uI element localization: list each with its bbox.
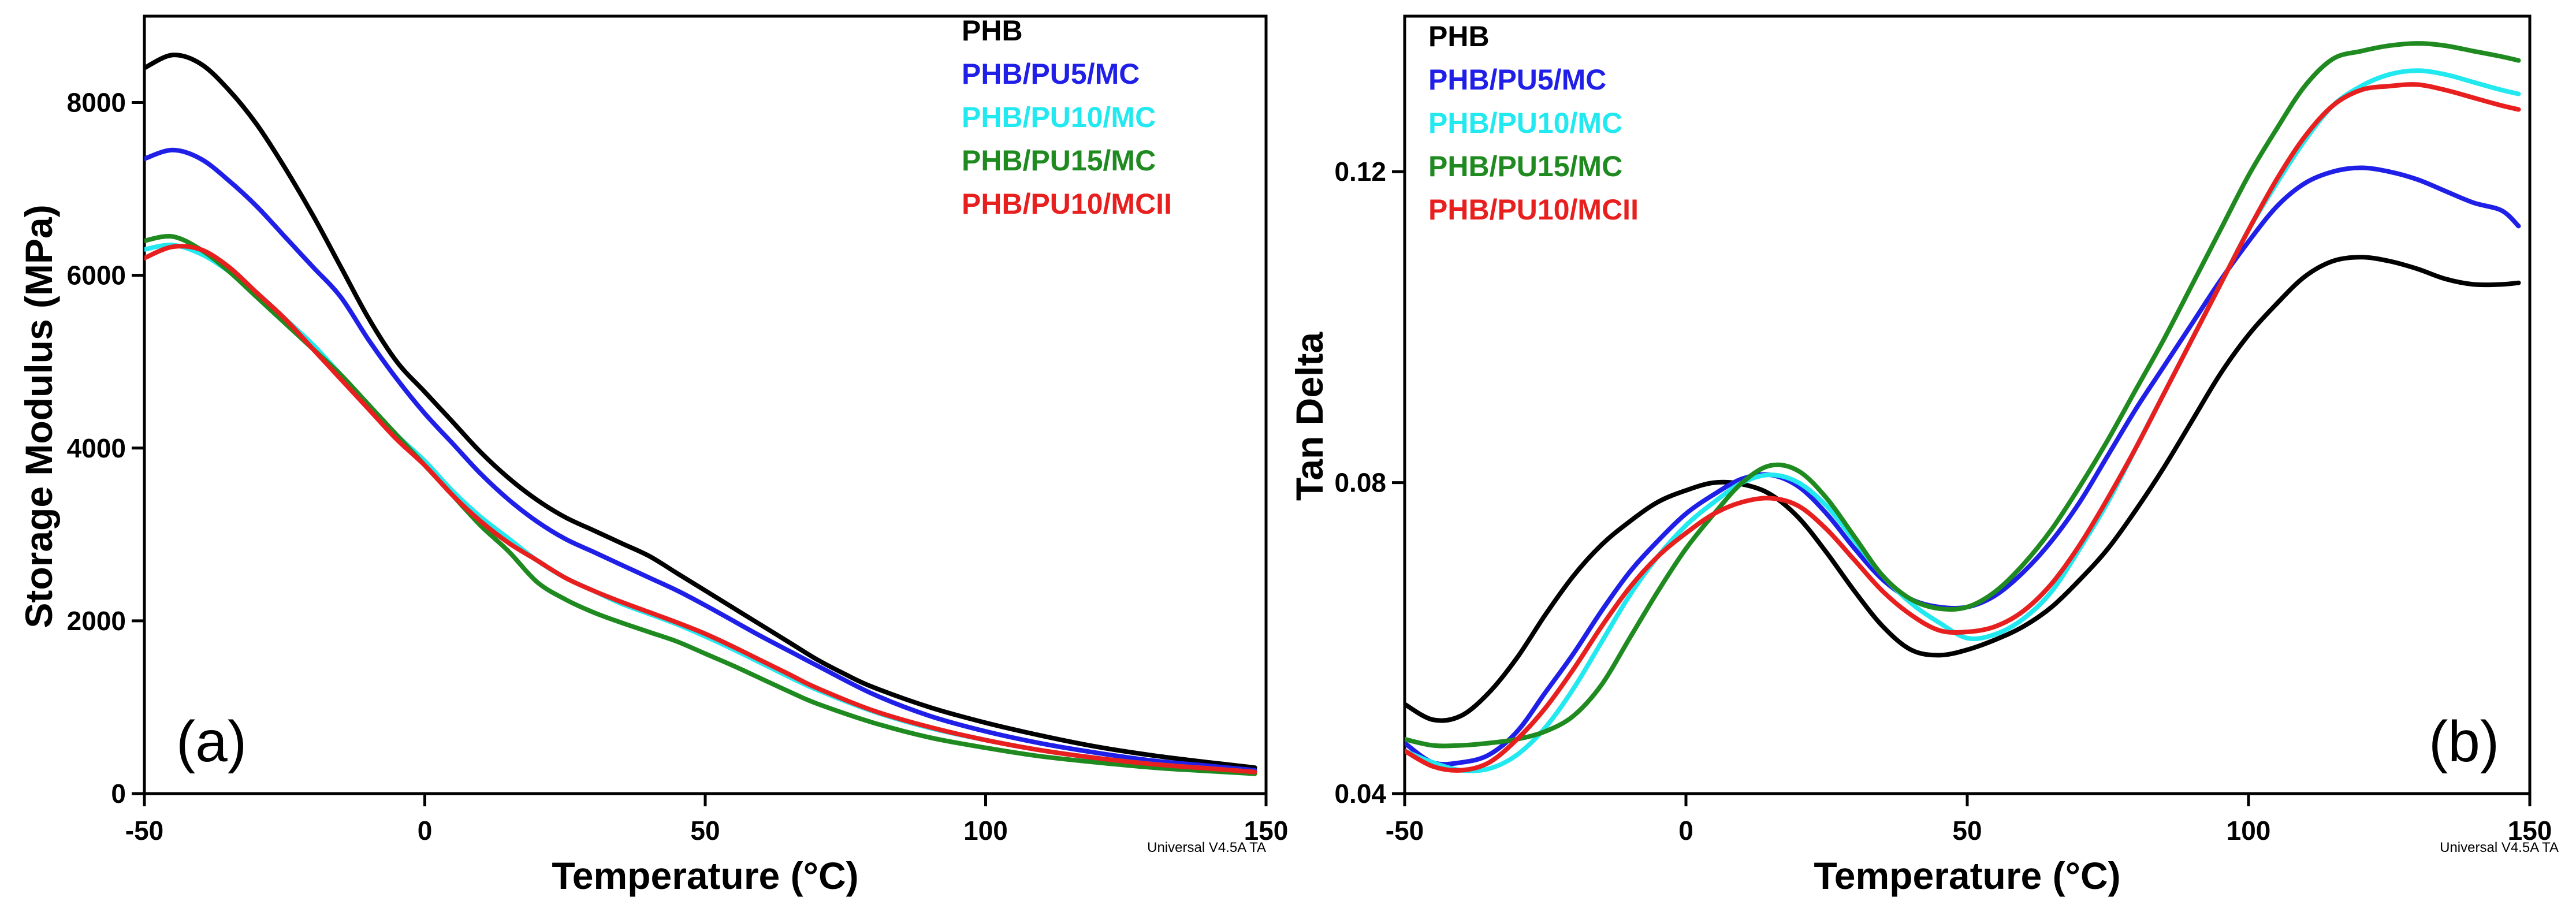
y-axis-title: Storage Modulus (MPa)	[17, 204, 60, 628]
panel-a-storage-modulus: -50 0 50 100 150 0 2000 4000 6000 8000 Temperature…	[17, 14, 1288, 897]
y-tick-label: 8000	[67, 88, 126, 118]
x-tick-label: -50	[1386, 816, 1424, 846]
panel-label: (a)	[176, 709, 247, 774]
legend: PHB PHB/PU5/MC PHB/PU10/MC PHB/PU15/MC PHB/P…	[1428, 20, 1639, 226]
y-tick-label: 4000	[67, 433, 126, 463]
series-line-phb-pu5-mc	[144, 147, 1257, 773]
legend-entry: PHB	[962, 14, 1023, 47]
x-tick-label: 150	[1244, 816, 1289, 846]
x-tick-label: 150	[2508, 816, 2552, 846]
x-tick-label: 100	[2227, 816, 2271, 846]
legend-entry: PHB/PU15/MC	[1428, 150, 1622, 183]
x-axis-title: Temperature (°C)	[552, 854, 858, 897]
legend-entry: PHB/PU10/MC	[962, 101, 1156, 133]
series-line-phb-pu10-mc	[144, 243, 1257, 775]
x-tick-label: 0	[418, 816, 433, 846]
x-tick-label: -50	[125, 816, 163, 846]
panel-label: (b)	[2429, 709, 2499, 774]
y-tick-label: 0.04	[1334, 779, 1386, 809]
x-tick-label: 50	[1952, 816, 1982, 846]
legend-entry: PHB	[1428, 20, 1490, 53]
legend-entry: PHB/PU15/MC	[962, 144, 1156, 177]
x-tick-label: 50	[690, 816, 720, 846]
series-line-phb	[144, 53, 1257, 770]
y-tick-label: 2000	[67, 606, 126, 636]
legend-entry: PHB/PU10/MCII	[1428, 193, 1639, 226]
legend-entry: PHB/PU5/MC	[1428, 64, 1606, 96]
y-tick-label: 0.12	[1334, 157, 1386, 187]
software-watermark: Universal V4.5A TA	[2440, 840, 2559, 855]
y-tick-label: 0	[111, 779, 126, 809]
legend-entry: PHB/PU5/MC	[962, 58, 1140, 90]
legend: PHB PHB/PU5/MC PHB/PU10/MC PHB/PU15/MC PHB/P…	[962, 14, 1172, 220]
y-tick-label: 0.08	[1334, 468, 1386, 498]
y-axis-title: Tan Delta	[1288, 332, 1331, 501]
x-tick-label: 100	[963, 816, 1008, 846]
series-group	[144, 53, 1257, 776]
x-axis-title: Temperature (°C)	[1814, 854, 2120, 897]
panel-b-tan-delta: -50 0 50 100 150 0.04 0.08 0.12 Temperature (°C)…	[1288, 14, 2559, 897]
series-line-phb-pu10-mcii	[1405, 82, 2521, 773]
series-line-phb-pu10-mcii	[144, 244, 1257, 775]
legend-entry: PHB/PU10/MC	[1428, 107, 1622, 139]
series-line-phb-pu15-mc	[1405, 41, 2521, 749]
y-tick-label: 6000	[67, 260, 126, 291]
series-line-phb-pu15-mc	[144, 233, 1257, 776]
series-group	[1405, 41, 2521, 773]
series-line-phb	[1405, 255, 2521, 723]
x-tick-label: 0	[1678, 816, 1693, 846]
software-watermark: Universal V4.5A TA	[1147, 840, 1266, 855]
legend-entry: PHB/PU10/MCII	[962, 188, 1172, 220]
